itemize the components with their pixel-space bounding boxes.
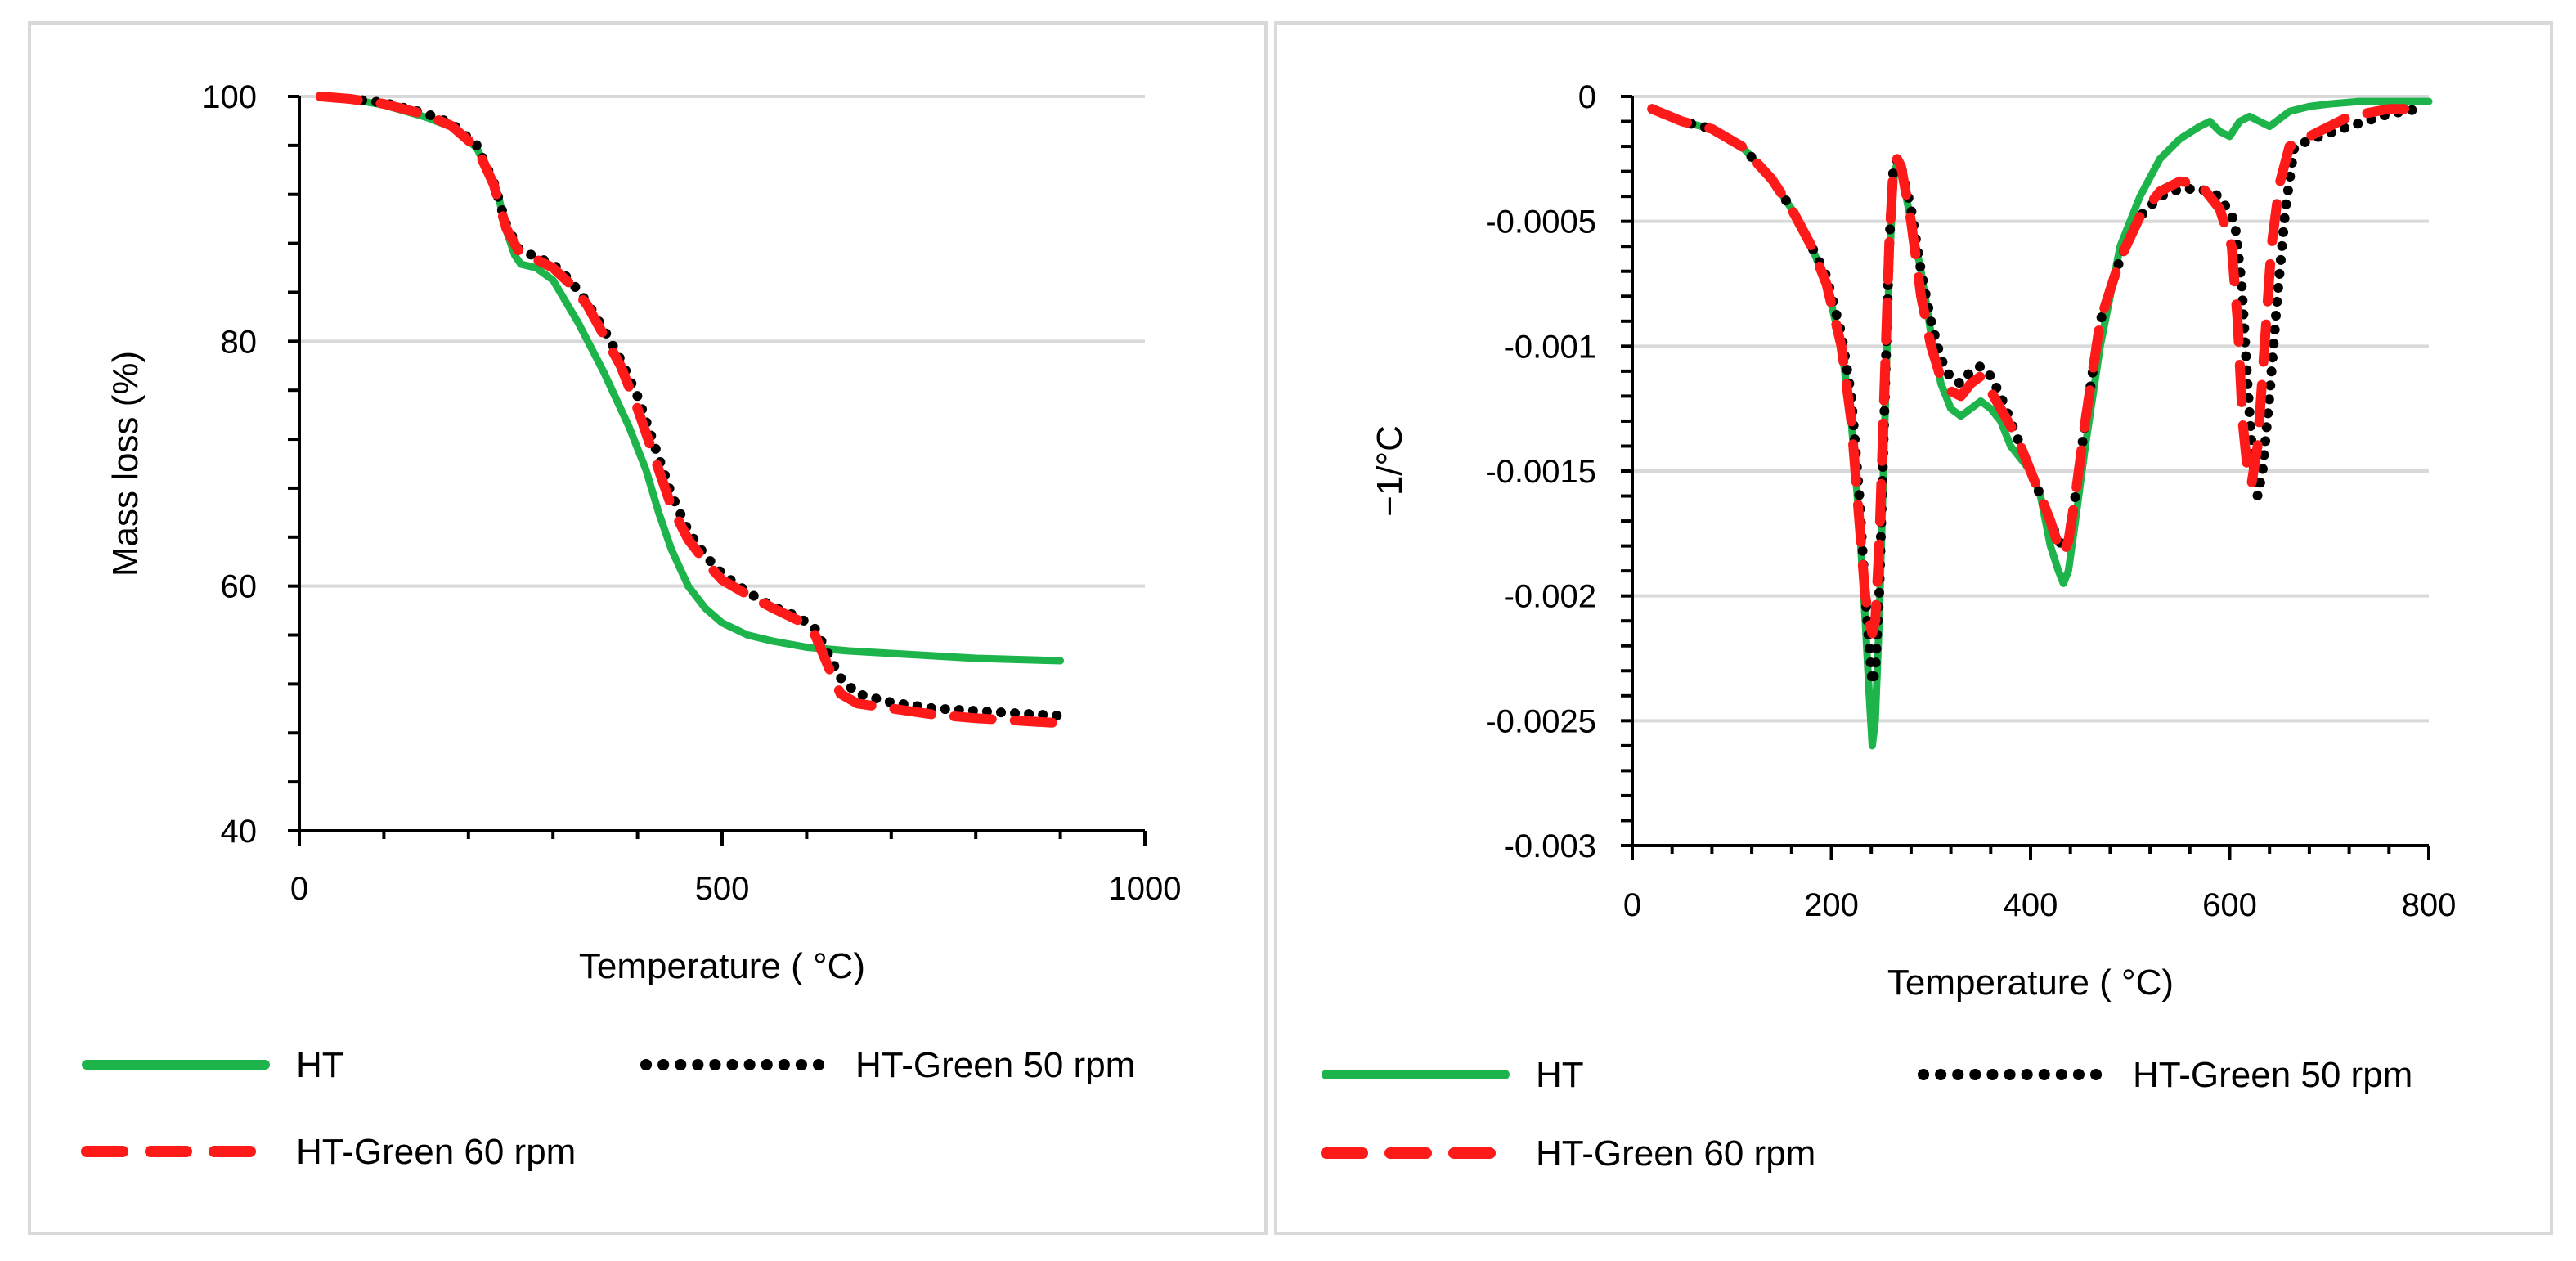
x-tick-label: 400: [2004, 887, 2058, 923]
x-tick-label: 1000: [1109, 871, 1182, 907]
dtg-chart: -0.003 -0.0025 -0.002 -0.0015 -0.001 -0.0005 0…: [1321, 79, 2457, 1173]
x-tick-label: 800: [2402, 887, 2457, 923]
legend-label-ht: HT: [1536, 1055, 1584, 1095]
y-tick-label: -0.0025: [1485, 703, 1596, 739]
x-tick-label: 500: [695, 871, 750, 907]
y-tick-label: -0.0015: [1485, 454, 1596, 490]
x-tick-label: 0: [1623, 887, 1641, 923]
y-tick-label: 60: [221, 569, 258, 605]
legend-label-ht: HT: [296, 1045, 344, 1085]
y-tick-label: 80: [221, 324, 258, 360]
series-line-ht-green-60-rpm: [315, 92, 1066, 729]
y-axis-label: Mass loss (%): [105, 351, 146, 577]
y-tick-label: 40: [221, 814, 258, 850]
legend-label-ht-green-60-rpm: HT-Green 60 rpm: [1536, 1133, 1815, 1173]
series-line-ht-green-60-rpm: [1647, 104, 2424, 639]
x-tick-label: 600: [2202, 887, 2257, 923]
x-tick-label: 200: [1804, 887, 1859, 923]
y-tick-label: -0.0005: [1485, 204, 1596, 240]
legend-label-ht-green-50-rpm: HT-Green 50 rpm: [855, 1045, 1135, 1085]
x-tick-label: 0: [290, 871, 308, 907]
legend-label-ht-green-50-rpm: HT-Green 50 rpm: [2133, 1055, 2412, 1095]
left-panel-frame: [28, 21, 1268, 1235]
x-axis-label: Temperature ( °C): [579, 946, 865, 986]
y-tick-label: 0: [1578, 79, 1596, 115]
y-tick-label: -0.001: [1504, 329, 1596, 365]
x-axis-label: Temperature ( °C): [1887, 963, 2174, 1003]
y-tick-label: -0.003: [1504, 828, 1596, 864]
y-tick-label: 100: [202, 79, 257, 115]
legend-label-ht-green-60-rpm: HT-Green 60 rpm: [296, 1132, 576, 1172]
right-panel-frame: [1274, 21, 2553, 1235]
y-tick-label: -0.002: [1504, 579, 1596, 615]
y-axis-label: −1/°C: [1370, 425, 1410, 517]
